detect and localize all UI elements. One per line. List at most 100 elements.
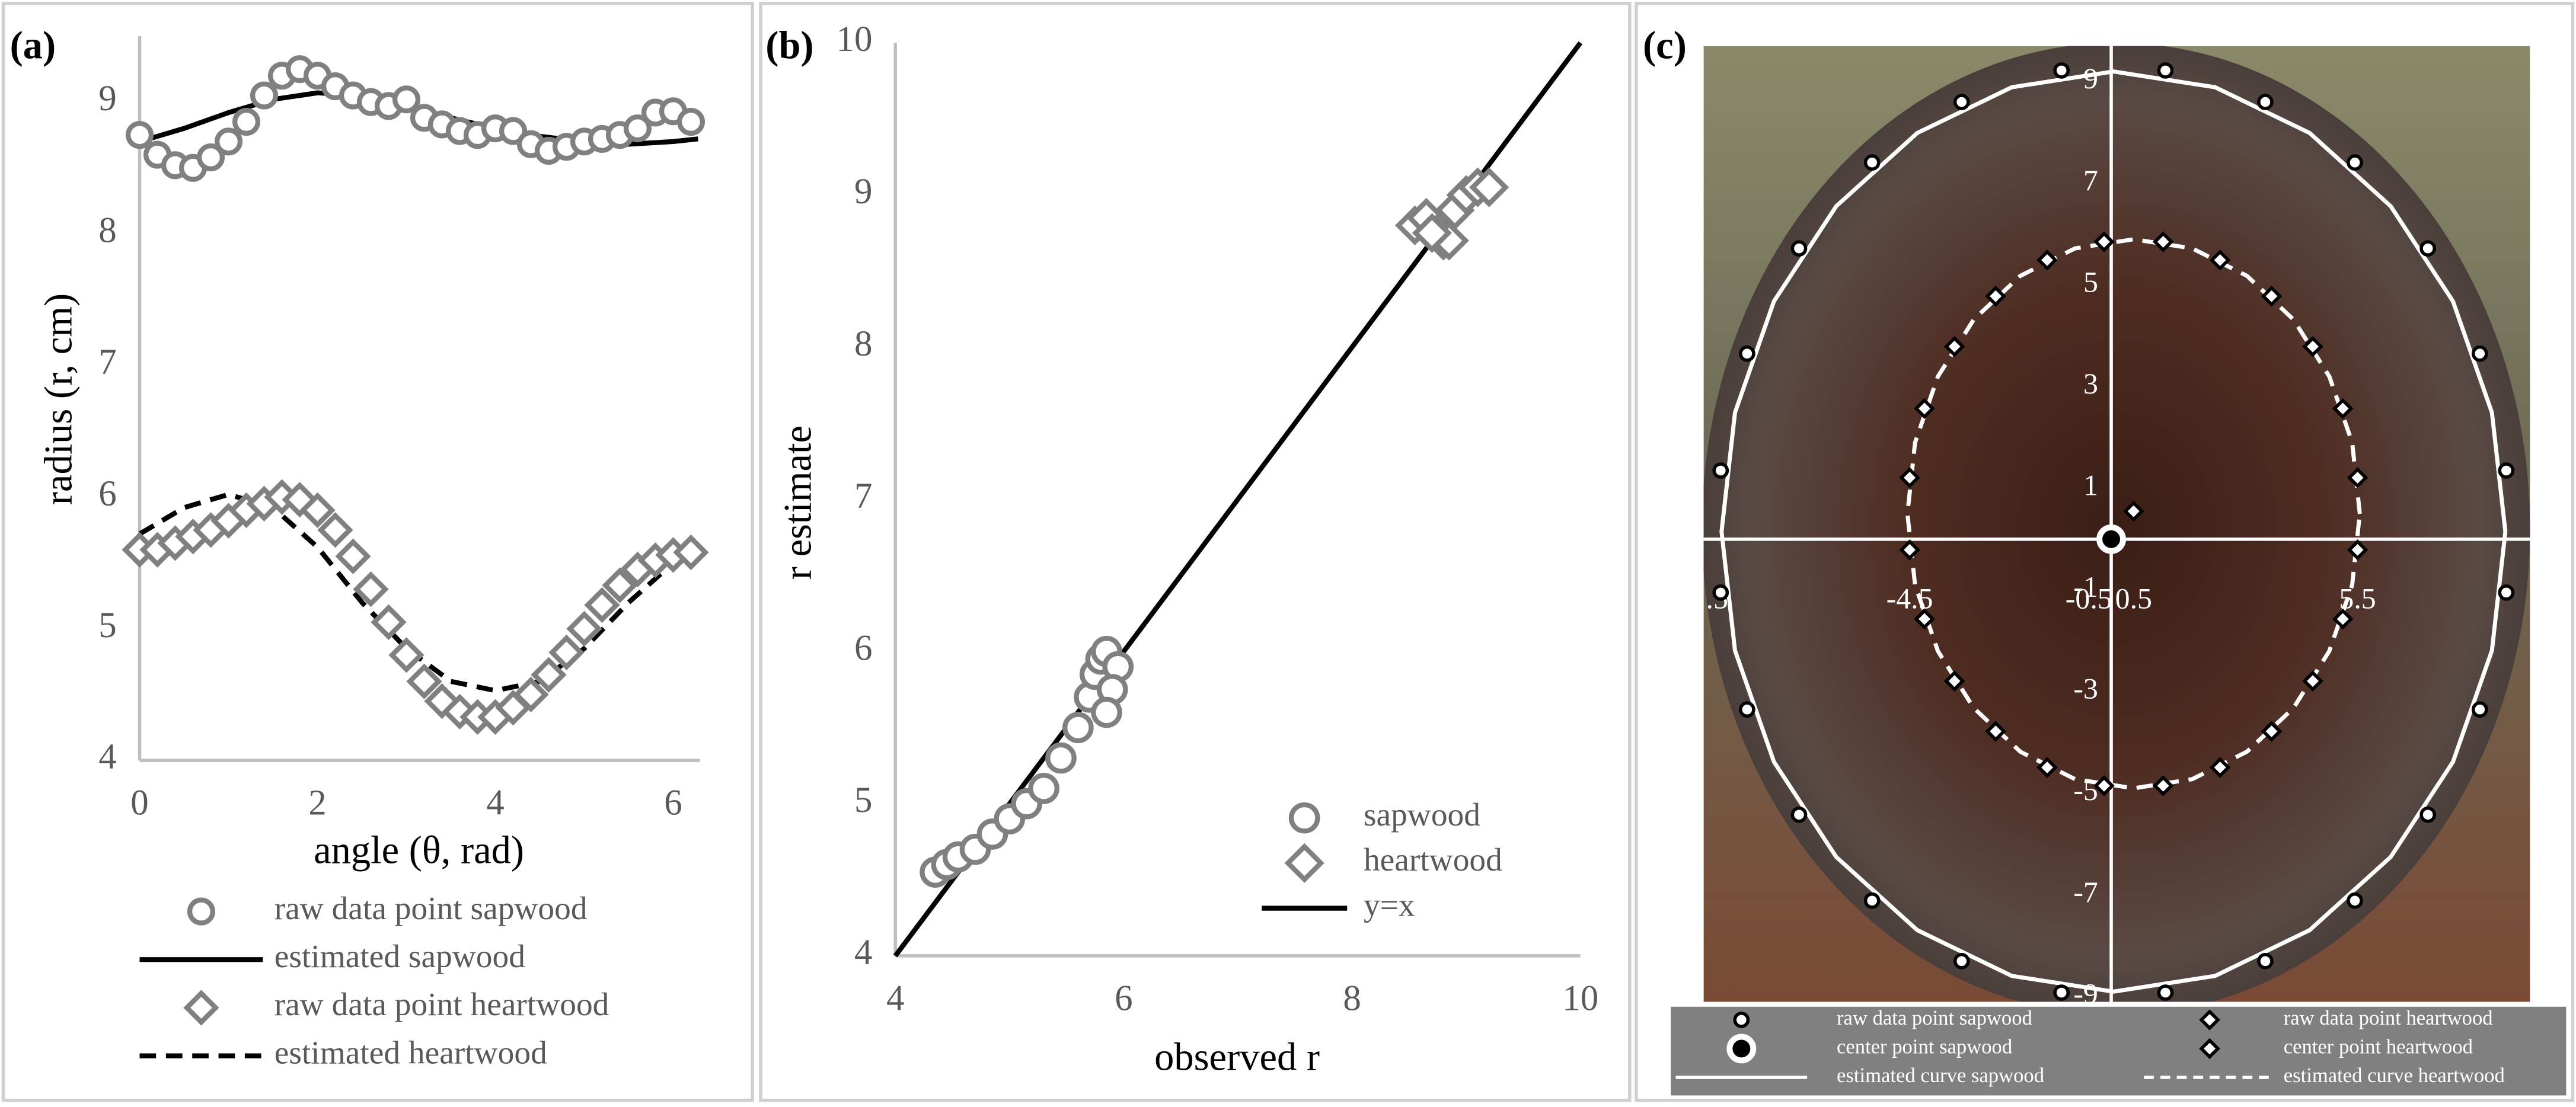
circle-marker [2471,345,2488,362]
diamond-marker [2199,1009,2220,1031]
diamond-marker [183,990,219,1026]
y-tick-label: -9 [2073,977,2098,1010]
series-line [1905,237,2362,791]
diamond-marker [2347,467,2368,488]
y-tick-label: 6 [98,474,116,514]
diamond-marker [2209,757,2231,778]
circle-marker [2157,984,2174,1001]
x-axis-label: angle (θ, rad) [314,828,524,872]
log-cross-section [1703,46,2530,1002]
panel-label: (b) [765,24,813,68]
x-tick-label: 10 [1562,978,1598,1018]
diamond-marker [1985,286,2006,307]
x-axis-label: observed r [1154,1036,1320,1079]
x-tick-label: 6 [1115,978,1132,1018]
diamond-marker [2261,721,2283,742]
x-tick-label: 2 [308,783,326,823]
diamond-marker [1284,843,1324,883]
diamond-marker [602,567,638,603]
y-tick-label: 4 [854,933,872,972]
legend-label: raw data point sapwood [1837,1007,2032,1029]
diamond-marker [566,610,602,647]
circle-marker [196,143,225,172]
diamond-marker [2199,1038,2220,1060]
y-tick-label: 9 [98,79,116,119]
circle-marker [250,81,279,110]
diamond-marker [2036,757,2058,778]
circle-marker [1738,701,1755,718]
y-tick-label: 9 [2083,62,2098,95]
diamond-marker [2093,775,2115,796]
legend-label: heartwood [1364,842,1502,878]
circle-marker [1288,802,1320,834]
diamond-marker [584,587,620,623]
circle-marker [125,121,154,149]
y-tick-label: 1 [2083,469,2098,502]
x-tick-label: 6 [664,783,682,823]
series-line [138,491,700,693]
diamond-marker [531,657,567,693]
diamond-marker [1899,467,1920,488]
panel-frame [1635,1,2575,1102]
legend-label: center point sapwood [1837,1035,2012,1058]
circle-marker [2257,94,2274,110]
circle-marker [214,127,243,156]
circle-marker [2347,154,2363,171]
circle-marker [1953,94,1970,110]
diamond-marker [2332,608,2354,630]
y-tick-label: 5 [854,780,872,820]
circle-marker [1045,742,1077,774]
diamond-marker [2123,500,2144,522]
circle-marker [2053,62,2070,79]
circle-marker [676,107,706,136]
circle-marker [187,897,216,926]
y-tick-label: 8 [98,210,116,250]
legend-box [1671,1006,2567,1096]
y-tick-label: 5 [98,606,116,645]
diamond-marker [1412,213,1452,253]
diamond-marker [2152,231,2174,252]
diamond-marker [2036,249,2058,271]
y-tick-label: 4 [98,737,116,777]
diamond-marker [2332,398,2354,420]
circle-marker [2347,892,2363,909]
circle-marker [623,114,652,143]
diamond-marker [2347,539,2368,561]
y-tick-label: 3 [2083,367,2098,400]
circle-marker [2053,984,2070,1001]
y-tick-label: 10 [836,20,872,59]
x-tick-label: 0 [130,783,148,823]
circle-marker [2257,953,2274,970]
x-tick-label: 8 [1343,978,1361,1018]
legend-label: estimated curve sapwood [1837,1064,2044,1087]
circle-marker [1712,584,1729,601]
circle-marker [232,107,261,136]
x-tick-label: 4 [486,783,504,823]
series-line [1719,69,2508,994]
diamond-marker [2302,670,2323,692]
center-marker [2096,524,2126,554]
panel-frame [1,1,754,1102]
y-tick-label: 9 [854,172,872,212]
diamond-marker [299,492,336,529]
y-tick-label: 7 [98,343,116,382]
diamond-marker [673,534,709,571]
y-axis-label: radius (r, cm) [37,293,81,505]
y-tick-label: 6 [854,628,872,668]
y-tick-label: -1 [2073,571,2098,603]
y-tick-label: -3 [2073,673,2098,705]
legend-label: raw data point sapwood [274,890,588,926]
circle-marker [1863,892,1881,909]
diamond-marker [335,538,371,574]
diamond-marker [1914,398,1935,420]
legend-label: estimated sapwood [274,938,525,974]
circle-marker [2471,701,2488,718]
diamond-marker [2152,775,2174,796]
diamond-marker [2261,286,2283,307]
legend-label: estimated heartwood [274,1034,547,1070]
x-tick-label: -4.5 [1886,583,1933,615]
diamond-marker [1899,539,1920,561]
diamond-marker [2093,231,2115,252]
circle-marker [1733,1012,1750,1028]
circle-marker [2157,62,2174,79]
